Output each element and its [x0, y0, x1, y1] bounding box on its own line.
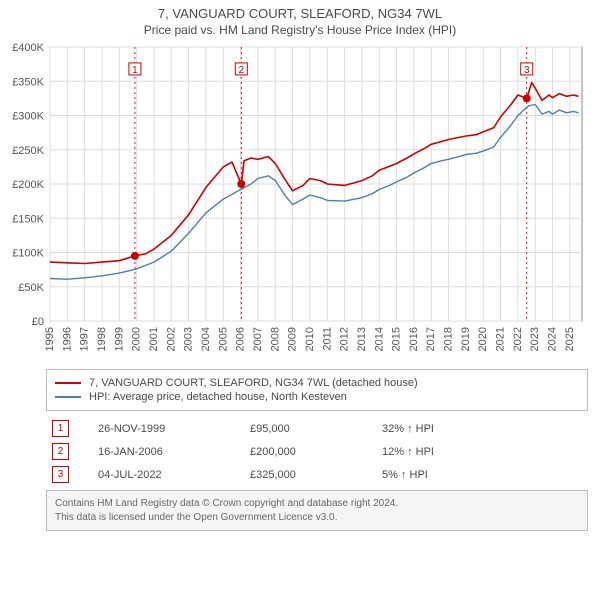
svg-text:1: 1: [132, 65, 138, 76]
svg-text:1995: 1995: [44, 327, 56, 351]
svg-text:2025: 2025: [564, 327, 576, 351]
svg-text:£250K: £250K: [12, 145, 44, 157]
svg-text:2004: 2004: [200, 327, 212, 351]
svg-text:2007: 2007: [252, 327, 264, 351]
svg-text:2024: 2024: [547, 327, 559, 351]
svg-text:1996: 1996: [61, 327, 73, 351]
event-delta: 32% ↑ HPI: [376, 417, 588, 440]
svg-text:£150K: £150K: [12, 213, 44, 225]
svg-text:2013: 2013: [356, 327, 368, 351]
svg-text:2006: 2006: [235, 327, 247, 351]
event-badge: 2: [52, 443, 69, 460]
svg-text:2009: 2009: [287, 327, 299, 351]
svg-text:2020: 2020: [477, 327, 489, 351]
svg-text:£200K: £200K: [12, 179, 44, 191]
svg-text:£100K: £100K: [12, 248, 44, 260]
event-delta: 12% ↑ HPI: [376, 440, 588, 463]
svg-text:2010: 2010: [304, 327, 316, 351]
svg-text:1998: 1998: [96, 327, 108, 351]
svg-text:2012: 2012: [339, 327, 351, 351]
event-price: £95,000: [244, 417, 376, 440]
event-badge: 3: [52, 466, 69, 483]
svg-text:2017: 2017: [425, 327, 437, 351]
svg-text:2003: 2003: [183, 327, 195, 351]
svg-text:1997: 1997: [79, 327, 91, 351]
svg-text:2022: 2022: [512, 327, 524, 351]
svg-text:2005: 2005: [217, 327, 229, 351]
legend-swatch: [55, 382, 81, 384]
event-row: 1 26-NOV-1999£95,00032% ↑ HPI: [46, 417, 588, 440]
svg-text:£0: £0: [32, 316, 44, 328]
event-badge: 1: [52, 420, 69, 437]
legend: 7, VANGUARD COURT, SLEAFORD, NG34 7WL (d…: [46, 369, 588, 411]
event-row: 2 16-JAN-2006£200,00012% ↑ HPI: [46, 440, 588, 463]
legend-label: HPI: Average price, detached house, Nort…: [89, 391, 347, 403]
line-chart-svg: £0£50K£100K£150K£200K£250K£300K£350K£400…: [46, 41, 586, 361]
svg-text:£300K: £300K: [12, 111, 44, 123]
legend-label: 7, VANGUARD COURT, SLEAFORD, NG34 7WL (d…: [89, 377, 418, 389]
svg-text:£350K: £350K: [12, 76, 44, 88]
event-price: £200,000: [244, 440, 376, 463]
price-chart-page: { "title": "7, VANGUARD COURT, SLEAFORD,…: [0, 0, 600, 590]
chart-subtitle: Price paid vs. HM Land Registry's House …: [0, 21, 600, 41]
plot-area: £0£50K£100K£150K£200K£250K£300K£350K£400…: [46, 41, 588, 361]
svg-text:1999: 1999: [113, 327, 125, 351]
event-date: 26-NOV-1999: [92, 417, 244, 440]
attribution-line1: Contains HM Land Registry data © Crown c…: [55, 497, 579, 511]
svg-text:2019: 2019: [460, 327, 472, 351]
event-date: 04-JUL-2022: [92, 463, 244, 486]
legend-item: 7, VANGUARD COURT, SLEAFORD, NG34 7WL (d…: [55, 376, 579, 390]
svg-text:3: 3: [524, 65, 530, 76]
svg-text:2: 2: [239, 65, 245, 76]
legend-item: HPI: Average price, detached house, Nort…: [55, 390, 579, 404]
svg-text:£400K: £400K: [12, 42, 44, 54]
event-row: 3 04-JUL-2022£325,0005% ↑ HPI: [46, 463, 588, 486]
event-delta: 5% ↑ HPI: [376, 463, 588, 486]
svg-text:2016: 2016: [408, 327, 420, 351]
svg-text:2021: 2021: [495, 327, 507, 351]
legend-swatch: [55, 396, 81, 398]
svg-text:2008: 2008: [269, 327, 281, 351]
svg-text:£50K: £50K: [18, 282, 44, 294]
svg-text:2011: 2011: [321, 327, 333, 351]
event-price: £325,000: [244, 463, 376, 486]
attribution-line2: This data is licensed under the Open Gov…: [55, 511, 579, 525]
svg-text:2002: 2002: [165, 327, 177, 351]
chart-title: 7, VANGUARD COURT, SLEAFORD, NG34 7WL: [0, 0, 600, 21]
svg-text:2000: 2000: [131, 327, 143, 351]
svg-text:2001: 2001: [148, 327, 160, 351]
svg-text:2014: 2014: [373, 327, 385, 351]
svg-text:2015: 2015: [391, 327, 403, 351]
svg-text:2023: 2023: [529, 327, 541, 351]
events-table: 1 26-NOV-1999£95,00032% ↑ HPI 2 16-JAN-2006…: [46, 417, 588, 486]
attribution-box: Contains HM Land Registry data © Crown c…: [46, 490, 588, 531]
event-date: 16-JAN-2006: [92, 440, 244, 463]
svg-text:2018: 2018: [443, 327, 455, 351]
